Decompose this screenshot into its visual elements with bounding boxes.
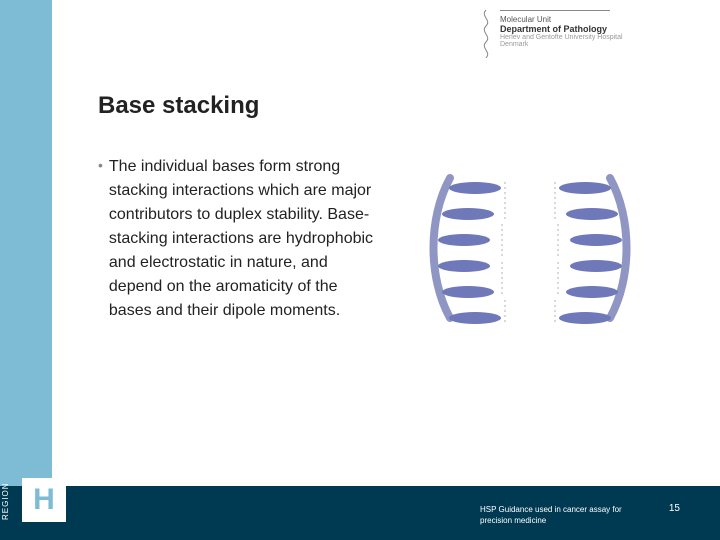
squiggle-icon xyxy=(476,8,496,58)
bullet-item: • The individual bases form strong stack… xyxy=(98,155,378,323)
region-logo: REGION H xyxy=(16,468,72,532)
region-h-letter: H xyxy=(33,483,55,517)
dna-stacking-figure xyxy=(410,158,650,338)
footer-caption: HSP Guidance used in cancer assay for pr… xyxy=(480,505,630,526)
header-unit-line2: Department of Pathology xyxy=(500,24,680,34)
slide-title: Base stacking xyxy=(98,92,259,120)
page-number: 15 xyxy=(669,503,680,514)
sidebar-accent xyxy=(0,0,52,540)
bullet-text: The individual bases form strong stackin… xyxy=(109,155,378,323)
department-logo: Molecular Unit Department of Pathology H… xyxy=(500,8,680,48)
header-unit-line1: Molecular Unit xyxy=(500,15,680,24)
body-content: • The individual bases form strong stack… xyxy=(98,155,378,323)
region-side-label: REGION xyxy=(1,482,10,520)
header-unit-line4: Denmark xyxy=(500,41,680,48)
bullet-marker: • xyxy=(98,155,103,323)
region-h-box: H xyxy=(22,478,66,522)
header-unit-line3: Herlev and Gentofte University Hospital xyxy=(500,34,680,41)
